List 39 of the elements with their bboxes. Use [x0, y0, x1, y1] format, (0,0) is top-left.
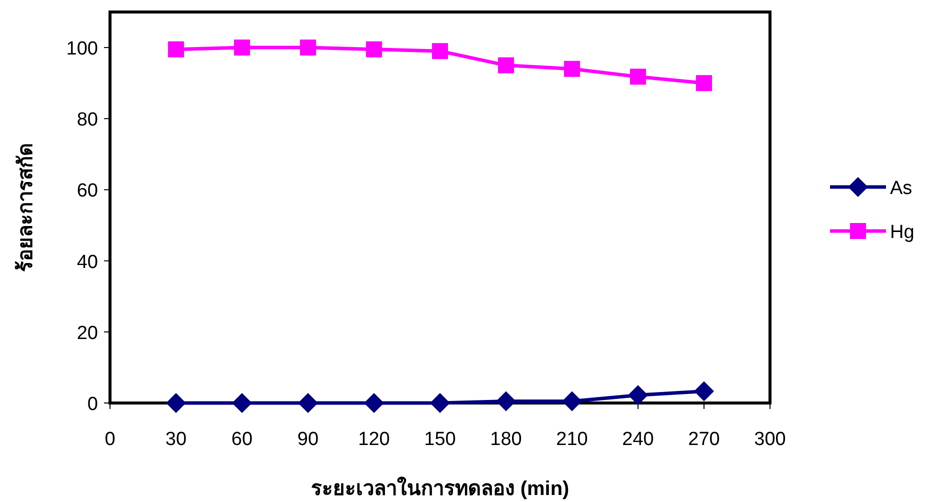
y-tick-label: 20 [76, 322, 98, 344]
point [696, 75, 712, 92]
point [496, 391, 516, 412]
point [694, 381, 714, 402]
point [364, 393, 384, 413]
x-axis-title: ระยะเวลาในการทดลอง (min) [310, 476, 570, 500]
x-tick-label: 60 [231, 429, 253, 450]
point [234, 40, 250, 56]
y-tick-label: 40 [76, 252, 98, 273]
x-tick-label: 300 [754, 429, 786, 450]
point [628, 385, 648, 406]
x-tick-label: 240 [622, 429, 654, 450]
legend-label: As [890, 178, 912, 199]
x-tick-label: 120 [358, 429, 390, 450]
point [232, 393, 252, 413]
point [564, 60, 580, 77]
point [300, 40, 316, 56]
x-tick-label: 150 [424, 429, 456, 450]
point [430, 393, 450, 413]
x-tick-label: 30 [165, 429, 187, 450]
x-tick-label: 90 [297, 429, 319, 450]
x-tick-label: 270 [688, 429, 720, 450]
y-axis-title: ร้อยละการสกัด [14, 143, 37, 272]
y-tick-label: 0 [87, 394, 98, 415]
point [366, 41, 382, 58]
y-tick-label: 80 [76, 110, 98, 131]
point [432, 43, 448, 60]
x-tick-label: 180 [490, 429, 522, 450]
point [298, 393, 318, 413]
x-tick-label: 0 [104, 429, 116, 450]
y-tick-label: 60 [76, 180, 98, 202]
point [168, 41, 184, 58]
x-tick-label: 210 [556, 429, 588, 450]
point [498, 57, 514, 74]
point [166, 393, 186, 413]
point [562, 391, 582, 412]
point [630, 68, 646, 85]
legend-label: Hg [890, 222, 914, 243]
y-tick-label: 100 [66, 38, 98, 60]
